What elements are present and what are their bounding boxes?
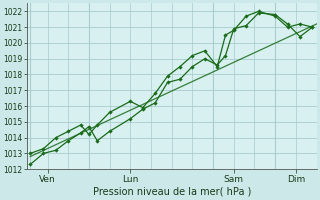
X-axis label: Pression niveau de la mer( hPa ): Pression niveau de la mer( hPa ) bbox=[92, 187, 251, 197]
